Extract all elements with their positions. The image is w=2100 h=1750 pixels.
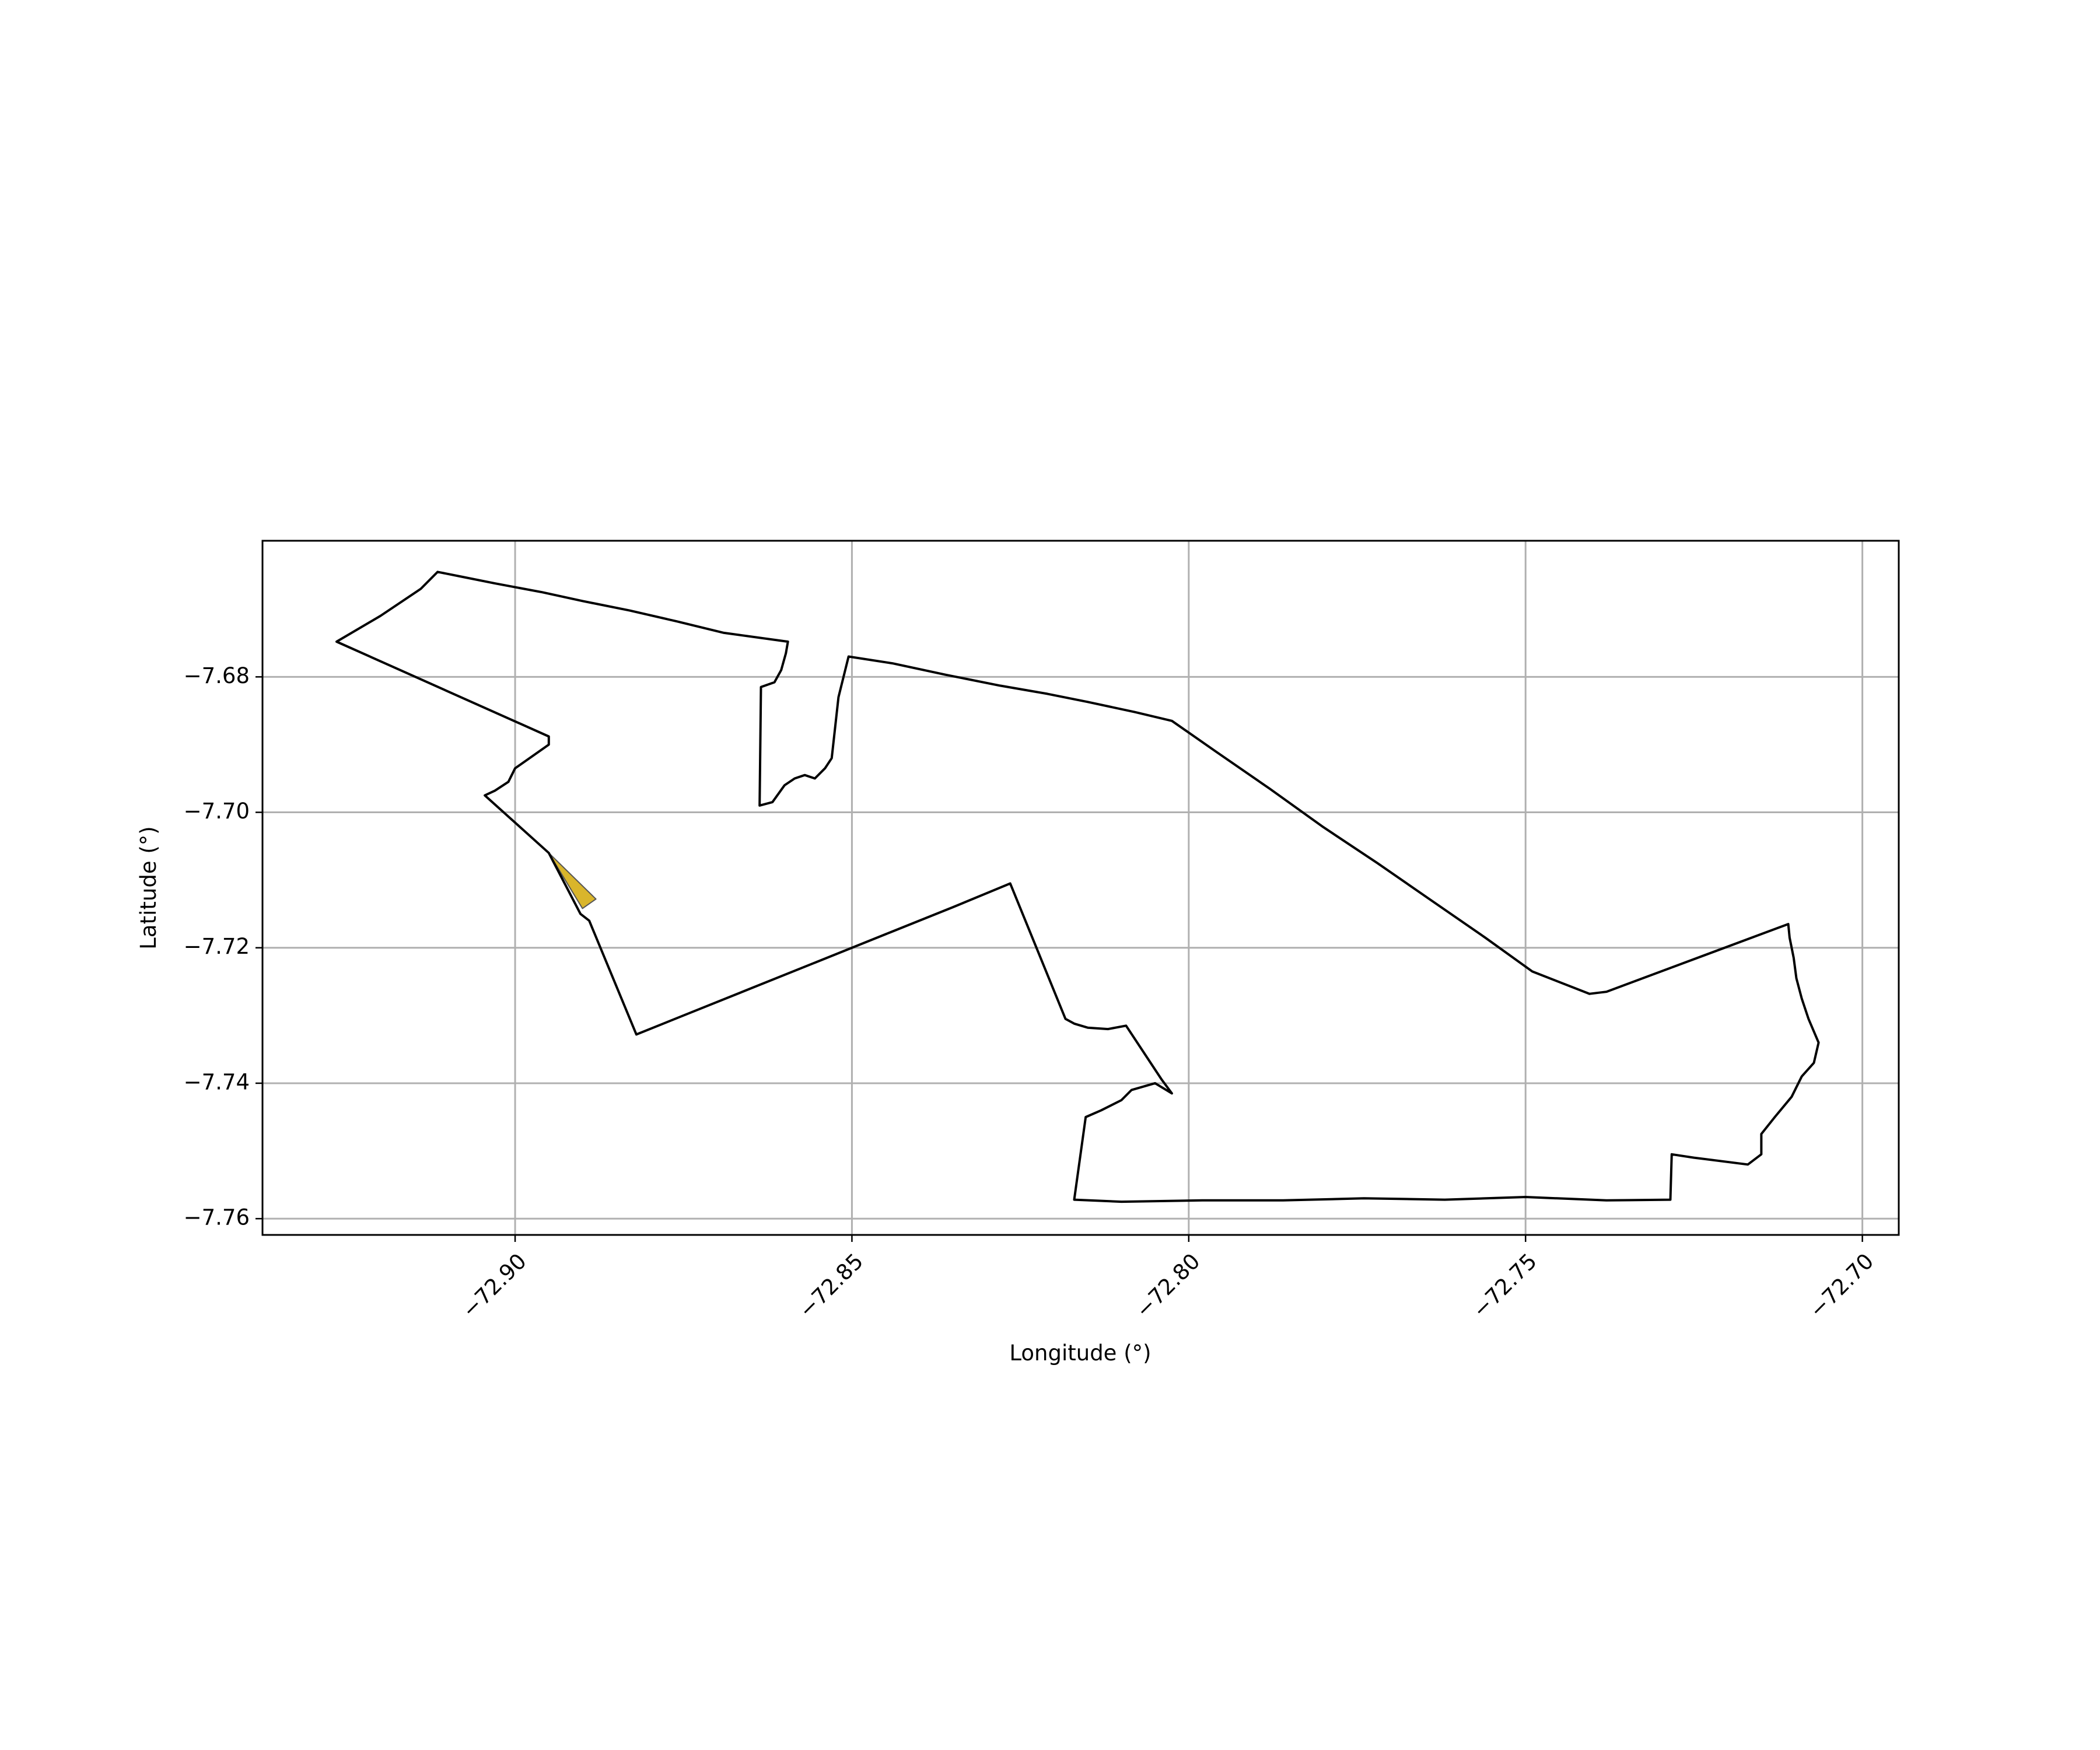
y-axis-ticks: −7.68 −7.70 −7.72 −7.74 −7.76 [184, 663, 262, 1230]
plot-frame [261, 540, 1900, 1236]
y-tick-label: −7.68 [184, 663, 250, 688]
grid-lines [262, 541, 1899, 1235]
y-tick-label: −7.74 [184, 1069, 250, 1094]
x-tick-label: −72.70 [1804, 1248, 1878, 1322]
y-tick-label: −7.76 [184, 1205, 250, 1230]
x-axis-label: Longitude (°) [1009, 1340, 1151, 1366]
x-tick-label: −72.80 [1130, 1248, 1205, 1322]
x-axis-ticks: −72.90 −72.85 −72.80 −72.75 −72.70 [457, 1235, 1878, 1323]
boundary-outline [335, 570, 1820, 1203]
y-tick-label: −7.72 [184, 934, 250, 959]
x-tick-label: −72.85 [794, 1248, 868, 1322]
y-tick-label: −7.70 [184, 799, 250, 824]
map-layer [335, 570, 1820, 1203]
x-tick-label: −72.75 [1468, 1248, 1542, 1322]
y-axis-label: Latitude (°) [136, 826, 161, 949]
highlighted-region [548, 852, 597, 909]
x-tick-label: −72.90 [457, 1248, 531, 1322]
